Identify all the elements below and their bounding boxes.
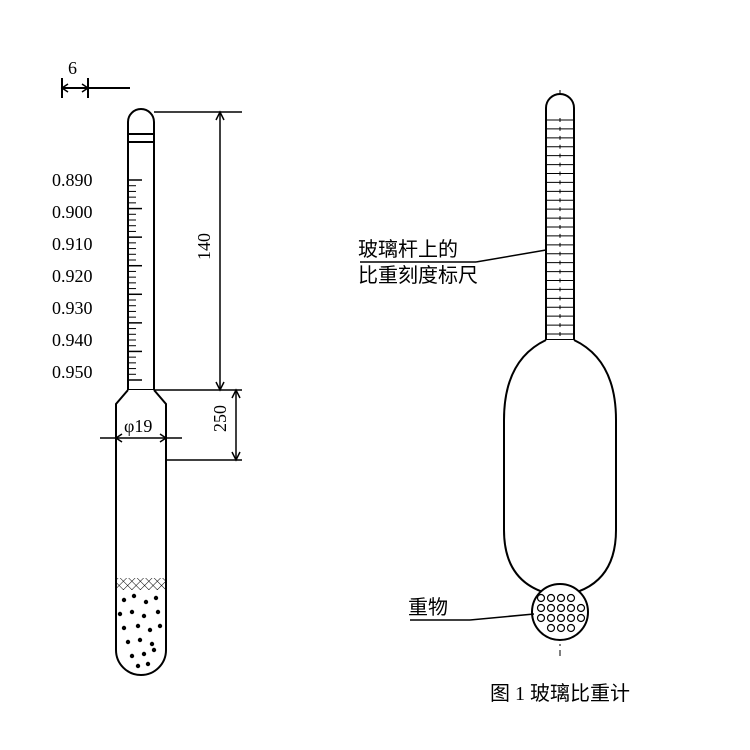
- label-weight: 重物: [408, 596, 534, 620]
- scale-value: 0.900: [52, 202, 93, 222]
- scale-value: 0.920: [52, 266, 93, 286]
- stem-scale-labels: 0.890 0.900 0.910 0.920 0.930 0.940 0.950: [52, 170, 93, 382]
- height-140: 140: [194, 233, 214, 260]
- label1-line2: 比重刻度标尺: [358, 264, 478, 287]
- scale-value: 0.890: [52, 170, 93, 190]
- right-bulb: [504, 340, 616, 596]
- right-stem: [546, 94, 574, 340]
- diameter-value: φ19: [124, 416, 152, 436]
- right-weight: [532, 584, 588, 640]
- scale-value: 0.910: [52, 234, 93, 254]
- top-width-dimension: 6: [62, 58, 130, 98]
- scale-value: 0.930: [52, 298, 93, 318]
- height-dimensions: 140 250: [154, 112, 242, 460]
- left-hydrometer-diagram: 6 0.890 0.900 0.910 0.920 0.930 0.940 0.950 φ1…: [52, 58, 242, 675]
- scale-value: 0.950: [52, 362, 93, 382]
- figure-caption: 图 1 玻璃比重计: [490, 682, 630, 705]
- label1-line1: 玻璃杆上的: [358, 238, 458, 261]
- right-hydrometer-diagram: 玻璃杆上的 比重刻度标尺 重物 图 1 玻璃比重计: [358, 90, 630, 705]
- stem-outline: [128, 109, 154, 390]
- bulb-outline: φ19: [100, 390, 182, 675]
- scale-value: 0.940: [52, 330, 93, 350]
- label2-text: 重物: [408, 596, 448, 619]
- height-250: 250: [210, 405, 230, 432]
- top-width-value: 6: [68, 58, 77, 78]
- label-scale-ruler: 玻璃杆上的 比重刻度标尺: [358, 238, 546, 287]
